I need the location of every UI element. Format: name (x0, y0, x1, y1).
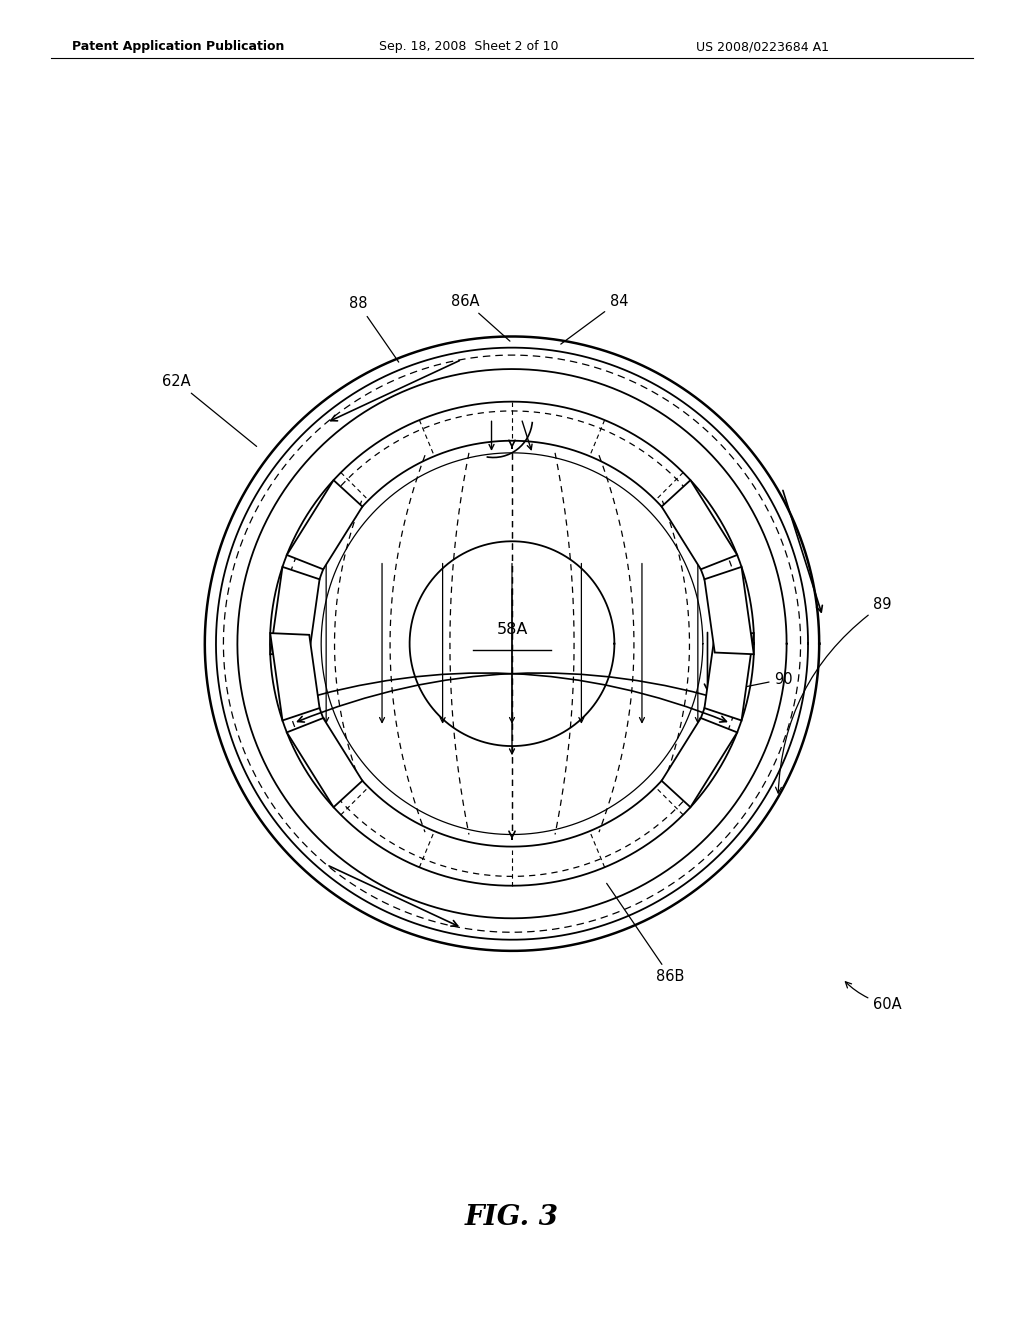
Polygon shape (705, 566, 754, 655)
Polygon shape (705, 634, 754, 721)
Text: 84: 84 (561, 293, 629, 345)
Text: US 2008/0223684 A1: US 2008/0223684 A1 (696, 40, 829, 53)
Text: 60A: 60A (846, 982, 902, 1012)
Text: 89: 89 (775, 597, 892, 793)
Text: 86A: 86A (451, 293, 510, 341)
Text: 90: 90 (709, 672, 794, 694)
Polygon shape (270, 634, 319, 721)
Polygon shape (287, 480, 362, 569)
Text: 86B: 86B (606, 883, 685, 985)
Polygon shape (287, 718, 362, 808)
Text: FIG. 3: FIG. 3 (465, 1204, 559, 1230)
Text: 58A: 58A (497, 622, 527, 638)
Polygon shape (270, 566, 319, 655)
Text: 62A: 62A (162, 374, 257, 446)
Text: Patent Application Publication: Patent Application Publication (72, 40, 284, 53)
Text: 88: 88 (349, 297, 398, 362)
Polygon shape (662, 718, 737, 808)
Text: Sep. 18, 2008  Sheet 2 of 10: Sep. 18, 2008 Sheet 2 of 10 (379, 40, 558, 53)
Polygon shape (662, 480, 737, 569)
